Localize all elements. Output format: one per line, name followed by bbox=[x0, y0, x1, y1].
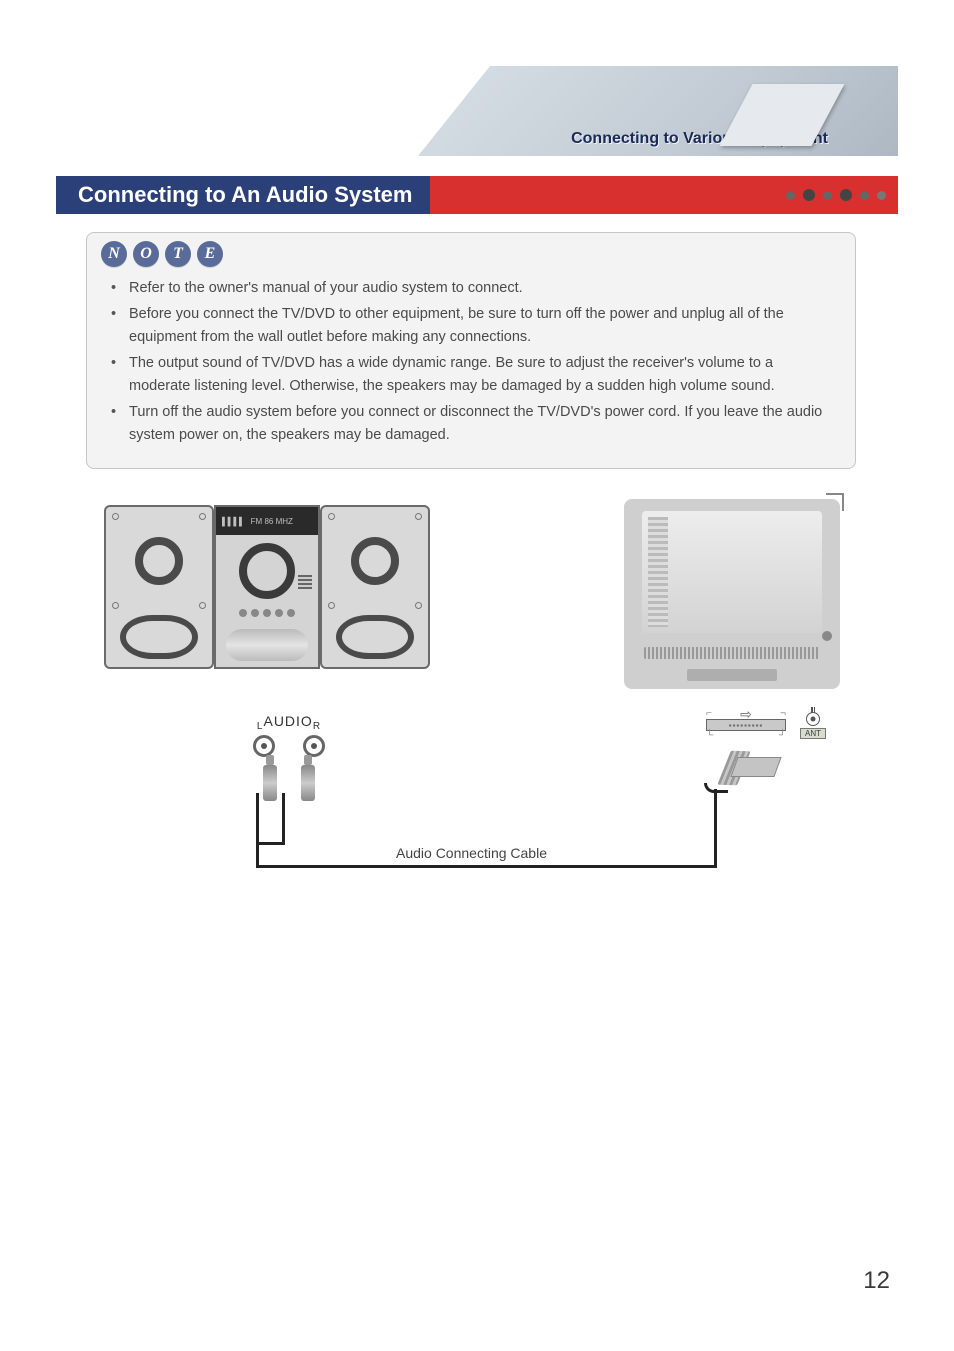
antenna-label: ANT bbox=[800, 728, 826, 739]
rca-plug-right bbox=[301, 765, 315, 801]
audio-label-center: AUDIO bbox=[263, 713, 312, 729]
breadcrumb: Connecting to Various Equipment bbox=[571, 130, 828, 148]
section-title-bar: Connecting to An Audio System bbox=[56, 176, 898, 214]
note-item: The output sound of TV/DVD has a wide dy… bbox=[111, 352, 837, 397]
rca-jack-right bbox=[303, 735, 325, 757]
note-badge-letter: E bbox=[197, 241, 223, 267]
note-badge-letter: N bbox=[101, 241, 127, 267]
audio-label-l: L bbox=[257, 721, 264, 732]
note-badge: N O T E bbox=[101, 241, 837, 267]
scart-socket: ⌐⇨¬ ▪▪▪▪▪▪▪▪▪ └┘ bbox=[706, 711, 786, 739]
cable-segment bbox=[256, 865, 716, 868]
audio-system-illustration: ▌▌▌▌FM 86 MHZ bbox=[104, 505, 430, 673]
antenna-jack: ANT bbox=[800, 712, 826, 739]
stereo-display: ▌▌▌▌FM 86 MHZ bbox=[216, 507, 318, 535]
stereo-center-unit: ▌▌▌▌FM 86 MHZ bbox=[214, 505, 320, 669]
note-item: Turn off the audio system before you con… bbox=[111, 401, 837, 446]
note-list: Refer to the owner's manual of your audi… bbox=[105, 277, 837, 446]
cable-segment bbox=[714, 789, 717, 868]
audio-label-r: R bbox=[313, 721, 321, 732]
manual-page: Connecting to Various Equipment Connecti… bbox=[0, 0, 954, 1351]
header-illustration: Connecting to Various Equipment bbox=[418, 66, 898, 156]
cable-segment bbox=[256, 793, 259, 868]
page-number: 12 bbox=[863, 1267, 890, 1295]
arrow-out-icon: ⇨ bbox=[740, 711, 752, 717]
tv-rear-panel: ⌐⇨¬ ▪▪▪▪▪▪▪▪▪ └┘ ANT bbox=[706, 711, 826, 739]
scart-plug bbox=[708, 753, 778, 797]
speaker-left bbox=[104, 505, 214, 669]
rca-jack-left bbox=[253, 735, 275, 757]
stereo-display-text: FM 86 MHZ bbox=[251, 517, 293, 526]
cable-segment bbox=[282, 793, 285, 845]
speaker-right bbox=[320, 505, 430, 669]
cable-label: Audio Connecting Cable bbox=[396, 845, 547, 861]
connection-diagram: ▌▌▌▌FM 86 MHZ LAUDIOR bbox=[96, 497, 856, 917]
note-badge-letter: T bbox=[165, 241, 191, 267]
section-bar-accent bbox=[430, 176, 898, 214]
note-item: Before you connect the TV/DVD to other e… bbox=[111, 303, 837, 348]
cable-segment bbox=[256, 842, 285, 845]
note-badge-letter: O bbox=[133, 241, 159, 267]
note-item: Refer to the owner's manual of your audi… bbox=[111, 277, 837, 299]
decorative-dots bbox=[786, 189, 886, 201]
audio-label: LAUDIOR bbox=[214, 713, 364, 729]
section-title: Connecting to An Audio System bbox=[56, 176, 430, 214]
audio-input-panel: LAUDIOR bbox=[214, 713, 364, 801]
note-box: N O T E Refer to the owner's manual of y… bbox=[86, 232, 856, 469]
tv-dvd-illustration bbox=[624, 499, 840, 689]
rca-plug-left bbox=[263, 765, 277, 801]
